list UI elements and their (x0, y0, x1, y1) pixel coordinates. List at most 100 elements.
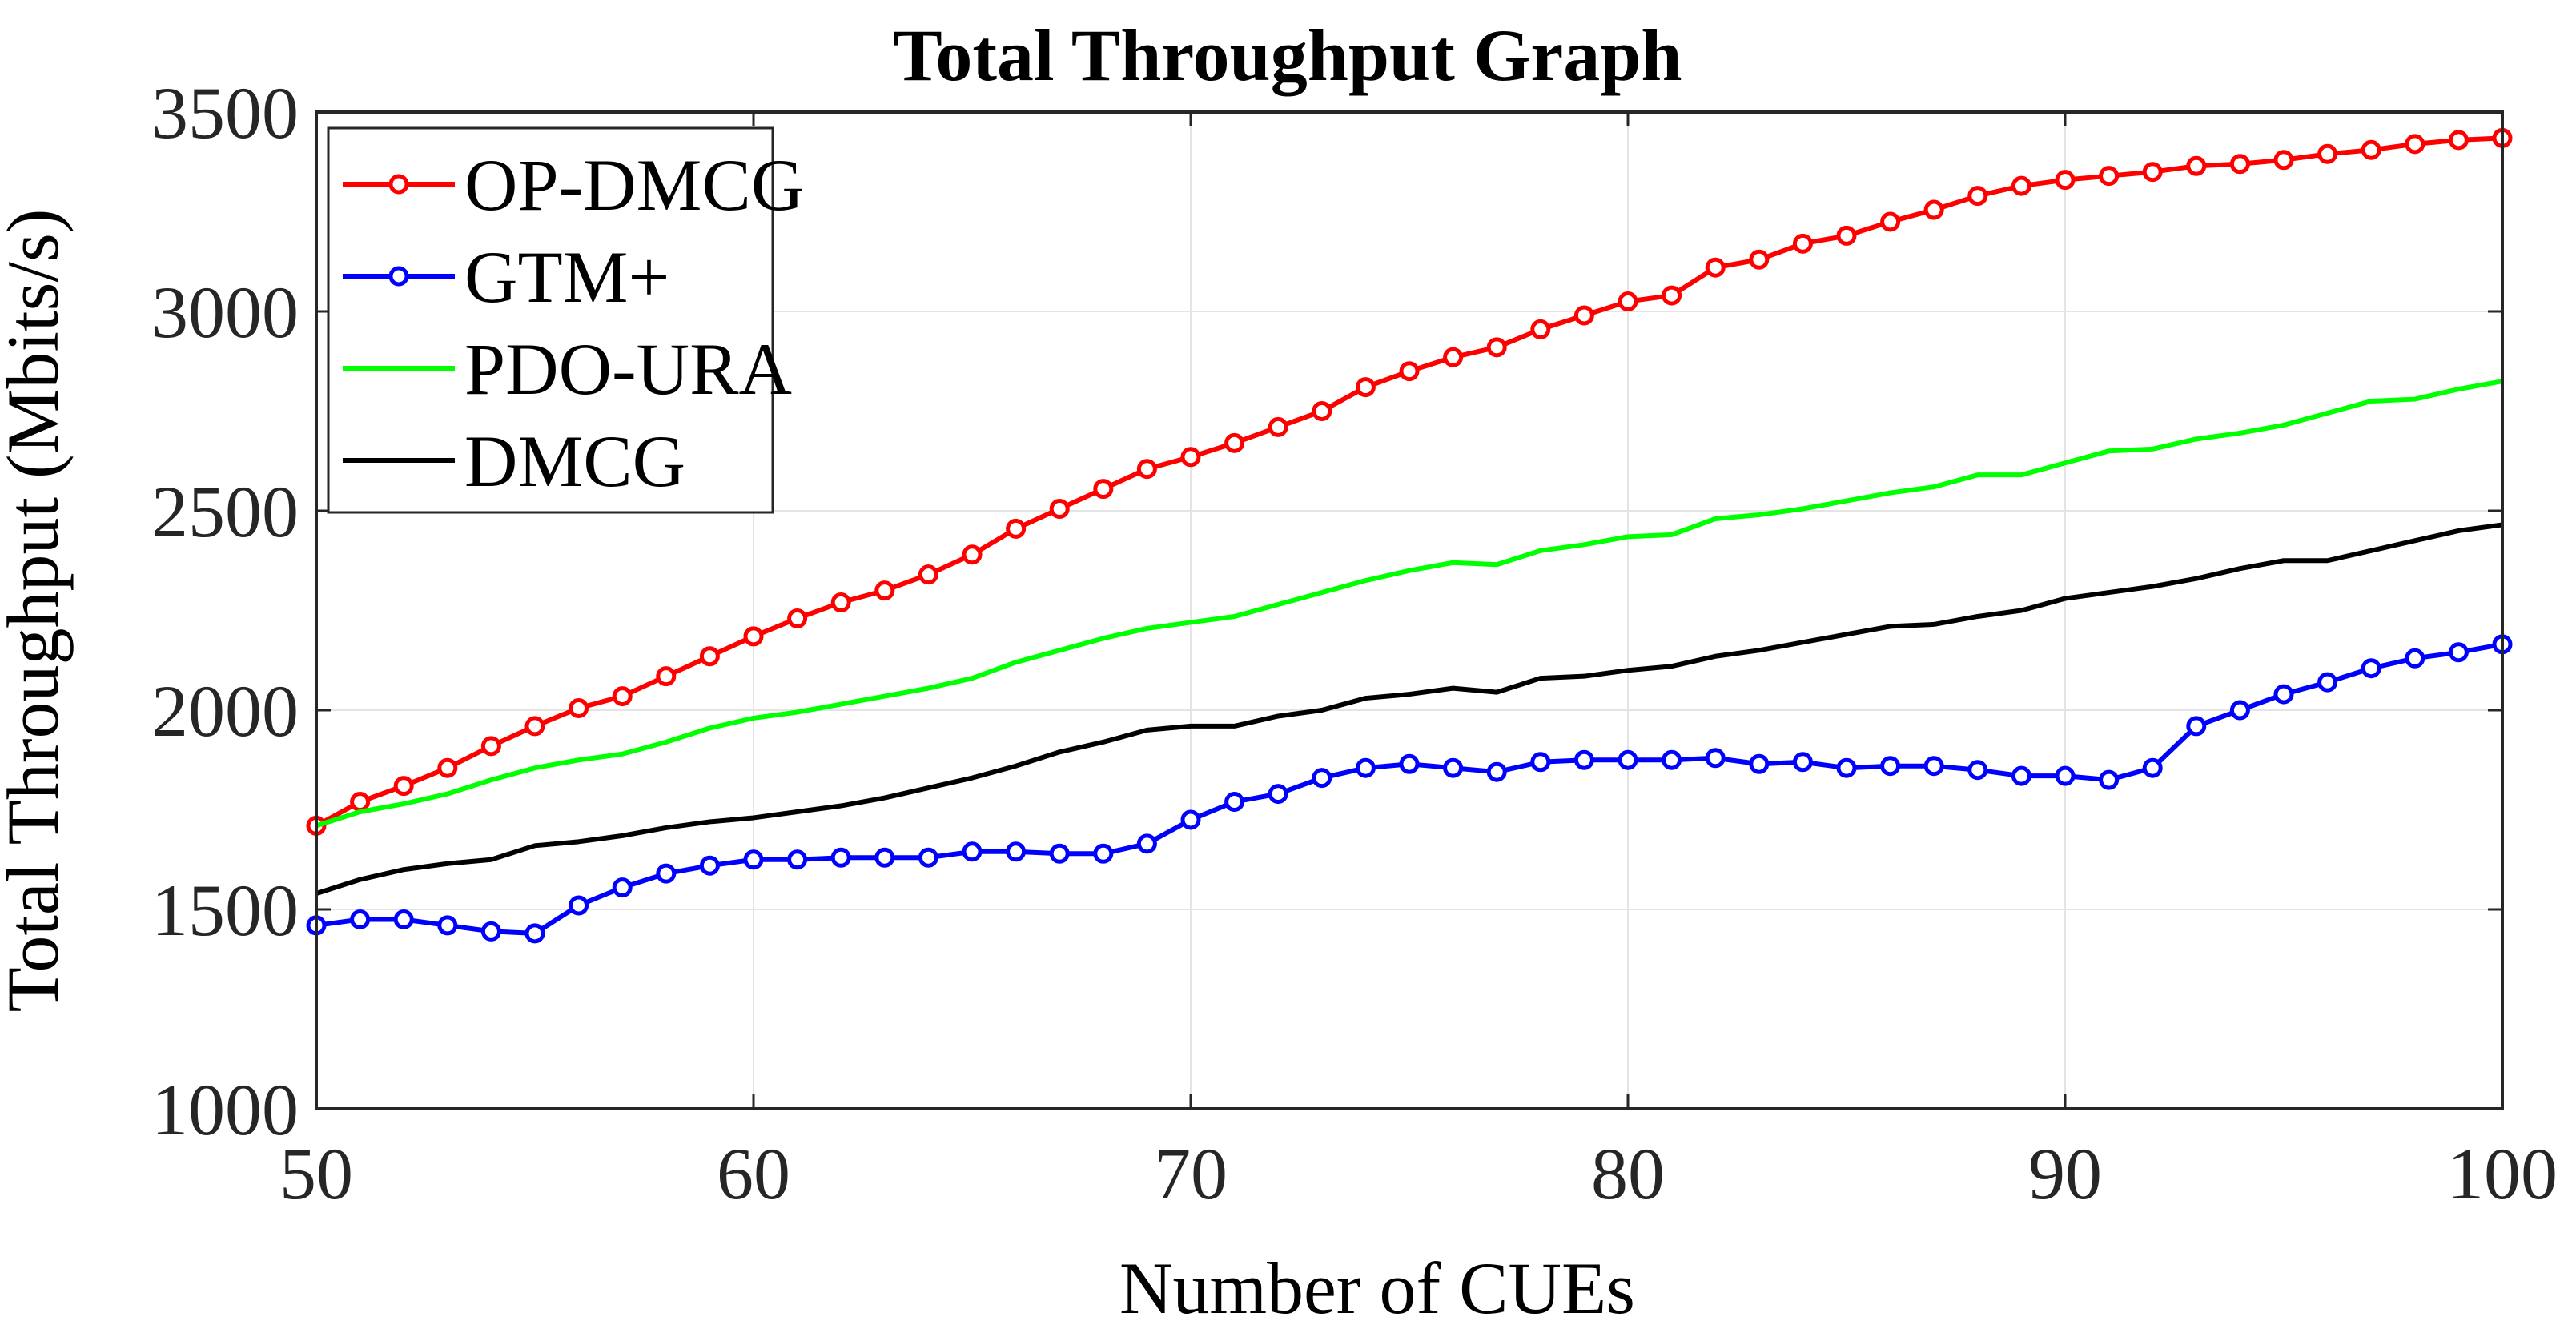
data-point (1486, 761, 1507, 782)
data-point (393, 909, 414, 929)
data-point (1705, 257, 1726, 278)
data-point (1618, 749, 1638, 770)
data-point (1443, 347, 1464, 367)
data-point (2361, 658, 2381, 679)
data-point (1268, 416, 1288, 437)
legend-item: DMCG (343, 420, 685, 502)
data-point (1618, 291, 1638, 312)
x-tick-label: 50 (279, 1133, 353, 1215)
data-point (787, 608, 808, 628)
data-point (2186, 716, 2207, 737)
data-point (2099, 769, 2120, 790)
legend-item: GTM+ (343, 236, 669, 318)
data-point (830, 592, 851, 613)
data-point (743, 849, 764, 870)
data-point (2273, 684, 2294, 705)
legend-label: DMCG (464, 420, 685, 502)
data-point (1486, 337, 1507, 358)
data-point (1573, 305, 1594, 326)
data-point (1662, 285, 1682, 306)
data-point (699, 646, 720, 667)
data-point (480, 736, 501, 757)
data-point (1268, 784, 1288, 805)
data-point (2142, 162, 2163, 183)
data-point (1792, 752, 1813, 773)
legend-label: OP-DMCG (464, 144, 804, 226)
data-point (1749, 249, 1770, 270)
legend-label: PDO-URA (464, 328, 792, 410)
x-tick-label: 70 (1154, 1133, 1228, 1215)
data-point (1967, 760, 1988, 781)
data-point (1049, 843, 1070, 864)
data-point (1136, 833, 1157, 854)
data-point (874, 580, 895, 601)
data-point (2055, 170, 2076, 191)
data-point (2317, 672, 2338, 693)
data-point (2186, 155, 2207, 176)
data-point (656, 666, 677, 687)
y-tick-label: 1500 (151, 869, 299, 951)
data-point (918, 564, 938, 585)
data-point (1530, 752, 1551, 773)
data-point (1836, 757, 1857, 778)
data-point (1923, 756, 1944, 777)
series-line (315, 522, 2503, 896)
data-point (437, 915, 458, 936)
data-point (1312, 768, 1332, 789)
series-pdo-ura (315, 379, 2503, 829)
data-point (2448, 130, 2469, 151)
data-point (2317, 143, 2338, 164)
data-point (743, 626, 764, 647)
data-point (962, 841, 983, 862)
data-point (1355, 757, 1376, 778)
series-op-dmcg (306, 127, 2513, 836)
data-point (2405, 134, 2425, 155)
chart-title: Total Throughput Graph (893, 14, 1682, 96)
data-point (2405, 648, 2425, 669)
data-point (2361, 139, 2381, 160)
legend: OP-DMCG GTM+ PDO-URA DMCG (327, 126, 804, 514)
y-axis-label: Total Throughput (Mbits/s) (0, 209, 74, 1013)
data-point (1705, 748, 1726, 769)
data-point (2011, 175, 2031, 196)
data-point (2229, 154, 2250, 175)
y-tick-label: 1000 (151, 1069, 299, 1150)
data-point (2055, 765, 2076, 786)
data-point (830, 847, 851, 868)
data-point (1792, 233, 1813, 254)
data-point (1836, 225, 1857, 246)
data-point (569, 698, 589, 719)
x-tick-label: 80 (1591, 1133, 1665, 1215)
data-point (1443, 757, 1464, 778)
data-point (350, 909, 371, 929)
data-point (874, 847, 895, 868)
data-point (1355, 377, 1376, 398)
data-point (524, 923, 545, 944)
series-layer (306, 127, 2513, 944)
data-point (1573, 749, 1594, 770)
data-point (1923, 199, 1944, 220)
data-point (2273, 150, 2294, 171)
data-point (1312, 401, 1332, 421)
data-point (2229, 700, 2250, 721)
data-point (1399, 361, 1420, 382)
data-point (393, 776, 414, 797)
x-tick-label: 100 (2447, 1133, 2558, 1215)
y-tick-label: 3500 (151, 72, 299, 154)
tick-labels: 50 60 70 80 90 100 1000 1500 2000 2500 3000 3500 (151, 72, 2558, 1215)
data-point (524, 716, 545, 737)
data-point (1006, 841, 1027, 862)
data-point (1136, 459, 1157, 480)
series-gtm- (306, 634, 2513, 944)
legend-marker (388, 266, 409, 287)
data-point (1006, 518, 1027, 539)
data-point (1749, 753, 1770, 774)
data-point (699, 855, 720, 876)
legend-item: OP-DMCG (343, 144, 804, 226)
data-point (1967, 186, 1988, 207)
data-point (2448, 642, 2469, 663)
data-point (1399, 753, 1420, 774)
data-point (2142, 757, 2163, 778)
data-point (1880, 756, 1901, 777)
data-point (2099, 166, 2120, 187)
